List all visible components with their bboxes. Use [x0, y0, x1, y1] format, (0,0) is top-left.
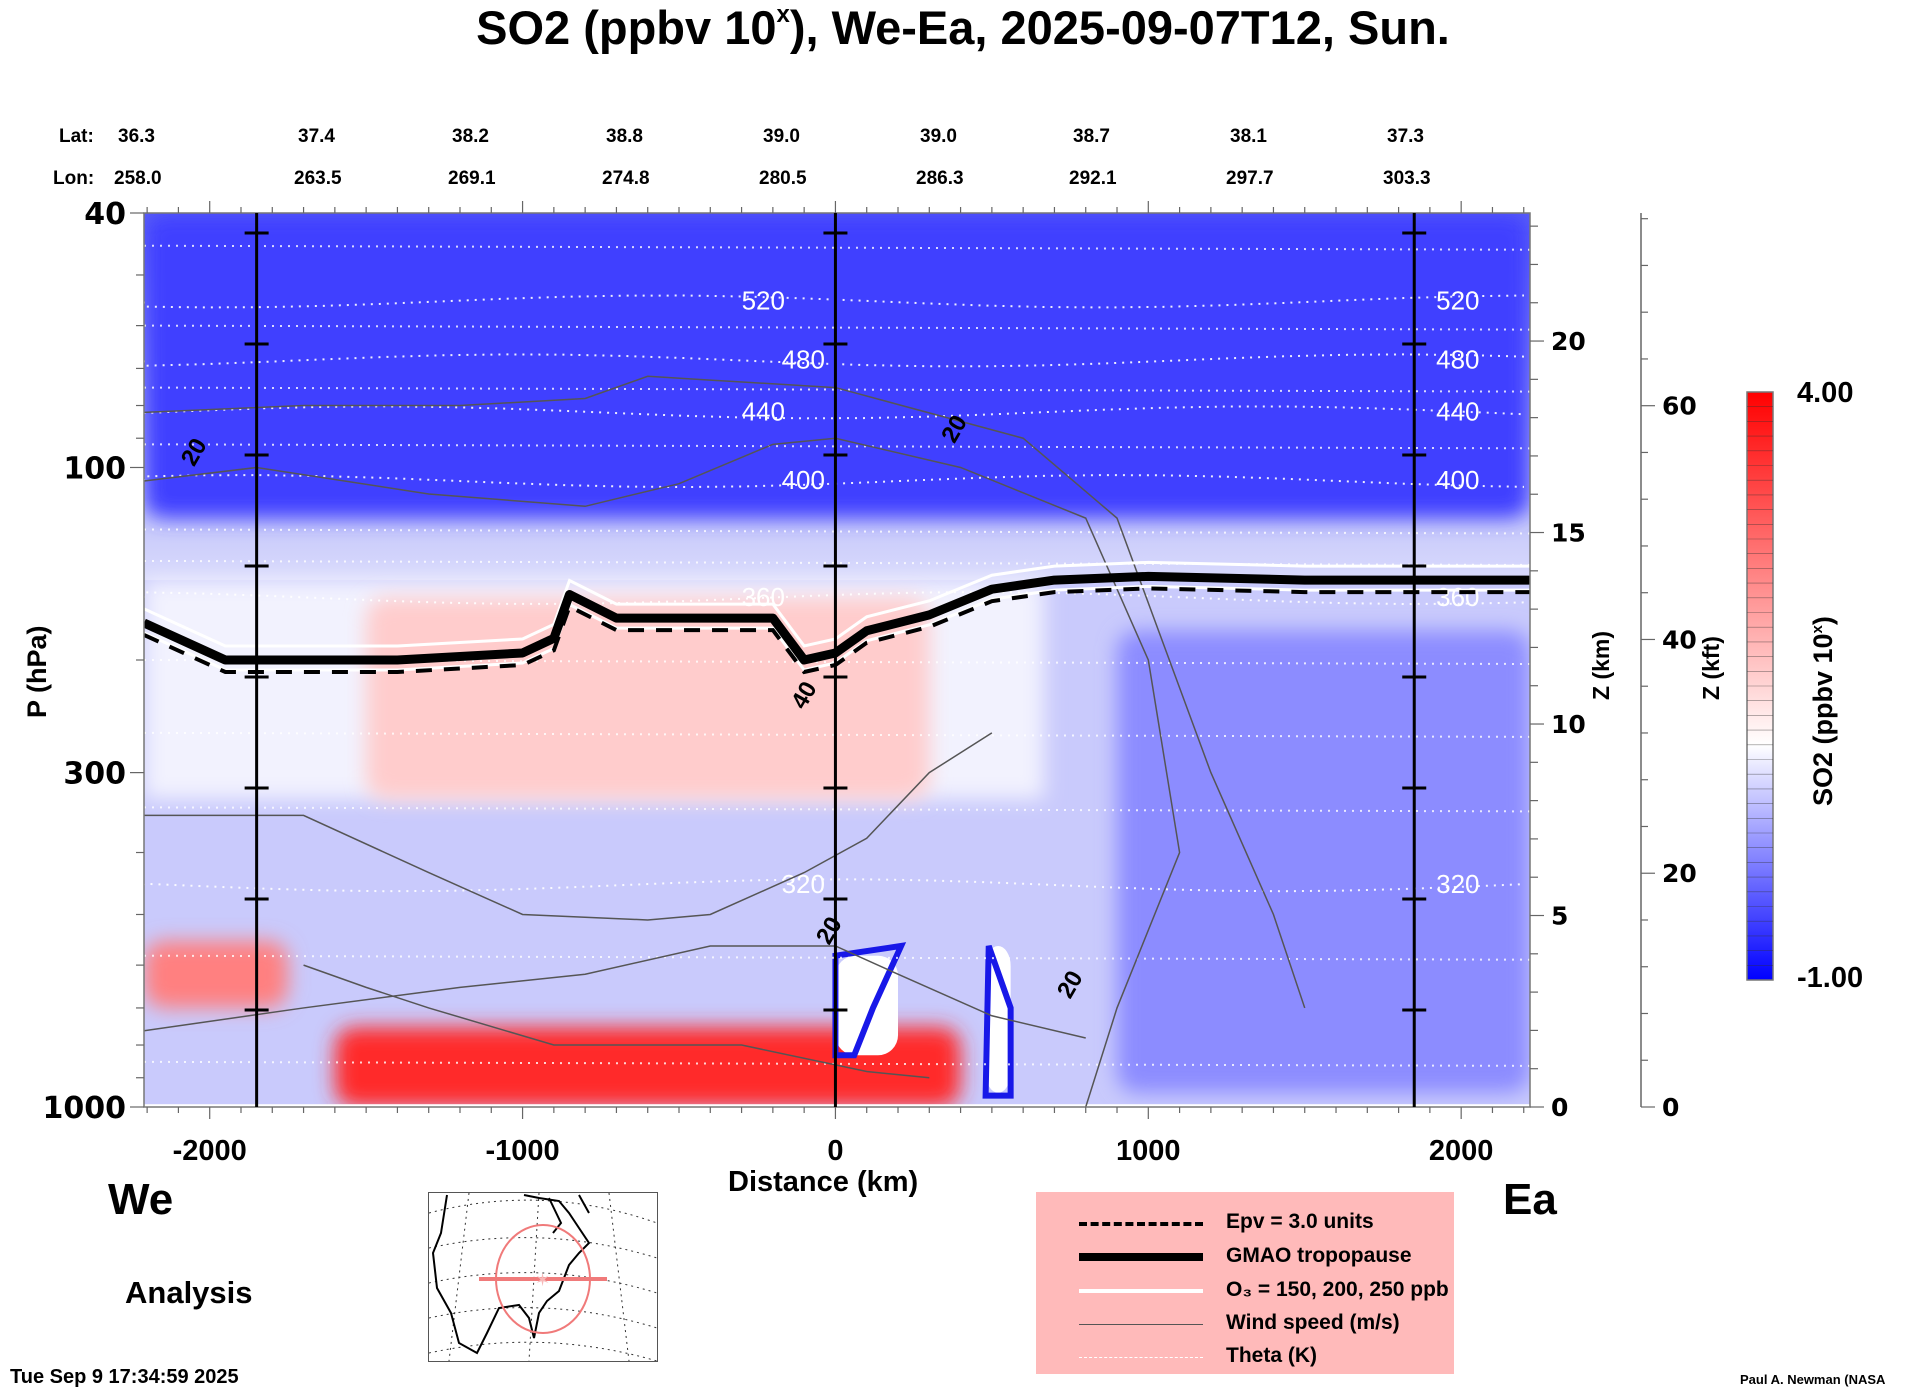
- theta-contour-label: 520: [742, 285, 785, 315]
- theta-contour-label: 480: [1436, 344, 1479, 374]
- lat-value: 36.3: [118, 126, 155, 147]
- theta-contour-label: 360: [1436, 582, 1479, 612]
- theta-contour-label: 440: [1436, 396, 1479, 426]
- z-km-tick-label: 10: [1551, 710, 1586, 739]
- theta-contour: [144, 591, 1525, 605]
- legend-tropopause-swatch: [1079, 1253, 1203, 1261]
- theta-contour-label: 400: [1436, 465, 1479, 495]
- colorbar-min-label: -1.00: [1797, 962, 1864, 994]
- timestamp: Tue Sep 9 17:34:59 2025: [10, 1366, 239, 1388]
- lon-label: Lon:: [53, 168, 95, 189]
- ozone-contour: [144, 560, 1530, 648]
- so2-region: [144, 940, 288, 1008]
- legend-wind-swatch: [1079, 1324, 1203, 1325]
- east-label: Ea: [1503, 1175, 1557, 1224]
- y-tick-label: 1000: [43, 1091, 127, 1126]
- lat-value: 37.3: [1387, 126, 1424, 147]
- lon-value: 292.1: [1069, 168, 1117, 189]
- theta-contour-label: 480: [782, 344, 825, 374]
- lon-value: 297.7: [1226, 168, 1274, 189]
- lat-value: 38.1: [1230, 126, 1267, 147]
- lon-value: 263.5: [294, 168, 342, 189]
- colorbar-title: SO2 (ppbv 10x): [1808, 616, 1838, 806]
- legend-tropopause-label: GMAO tropopause: [1226, 1244, 1412, 1267]
- x-axis-title: Distance (km): [728, 1166, 919, 1198]
- axes: -2000 -1000 0 1000 2000 40 100 300 1000 0 5 10 15 20 0…: [43, 197, 1774, 1167]
- theta-contour-label: 360: [742, 582, 785, 612]
- z-km-tick-label: 15: [1551, 519, 1586, 548]
- z-km-tick-label: 5: [1551, 902, 1568, 931]
- west-label: We: [108, 1175, 174, 1224]
- center-star-icon: ✶: [535, 1270, 550, 1290]
- z-kft-tick-label: 20: [1662, 859, 1697, 888]
- lat-value: 39.0: [920, 126, 957, 147]
- legend-ozone-label: O₃ = 150, 200, 250 ppb: [1226, 1278, 1449, 1301]
- lon-value: 280.5: [759, 168, 807, 189]
- theta-contour-label: 320: [1436, 869, 1479, 899]
- x-tick-label: -2000: [173, 1135, 247, 1167]
- legend-theta-label: Theta (K): [1226, 1344, 1317, 1367]
- lat-label: Lat:: [59, 126, 94, 147]
- legend-wind-label: Wind speed (m/s): [1226, 1311, 1400, 1334]
- lat-value: 38.2: [452, 126, 489, 147]
- chart-title: SO2 (ppbv 10x), We-Ea, 2025-09-07T12, Su…: [476, 1, 1450, 54]
- wind-speed-contour: [144, 375, 1306, 1009]
- below-ground: [144, 1104, 1530, 1107]
- wind-speed-contour: [303, 964, 930, 1079]
- so2-region: [144, 213, 1530, 519]
- lat-value: 39.0: [763, 126, 800, 147]
- so2-feature-group: [144, 213, 1530, 1107]
- z-km-tick-label: 0: [1551, 1093, 1568, 1122]
- theta-contour: [144, 294, 1525, 309]
- z-km-tick-label: 20: [1551, 327, 1586, 356]
- lon-value: 269.1: [448, 168, 496, 189]
- x-tick-label: -1000: [485, 1135, 559, 1167]
- theta-contour-label: 400: [782, 465, 825, 495]
- z-kft-axis-title: Z (kft): [1698, 636, 1724, 700]
- so2-region: [1117, 630, 1530, 1093]
- lon-value: 303.3: [1383, 168, 1431, 189]
- legend-epv-label: Epv = 3.0 units: [1226, 1210, 1374, 1233]
- z-kft-tick-label: 40: [1662, 625, 1697, 654]
- lat-value: 37.4: [298, 126, 335, 147]
- theta-contour: [144, 474, 1525, 489]
- z-km-axis-title: Z (km): [1588, 631, 1614, 700]
- x-tick-label: 1000: [1116, 1135, 1181, 1167]
- wind-speed-contour: [144, 945, 1086, 1039]
- legend-theta-swatch: [1079, 1357, 1203, 1358]
- y-tick-label: 100: [63, 451, 126, 486]
- x-tick-label: 0: [827, 1135, 843, 1167]
- theta-contour-label: 440: [742, 396, 785, 426]
- so2-region: [334, 1027, 961, 1107]
- location-map: ✶: [428, 1192, 658, 1362]
- map-svg: ✶: [429, 1193, 657, 1361]
- lat-value: 38.7: [1073, 126, 1110, 147]
- coastline-icon: [431, 1194, 591, 1355]
- lat-value: 38.8: [606, 126, 643, 147]
- lon-value: 286.3: [916, 168, 964, 189]
- legend-epv-swatch: [1079, 1222, 1203, 1226]
- theta-contour-label: 320: [782, 869, 825, 899]
- tropopause-line: [144, 571, 1530, 665]
- lon-value: 258.0: [114, 168, 162, 189]
- so2-field: [144, 213, 1530, 1107]
- z-kft-tick-label: 0: [1662, 1093, 1679, 1122]
- y-axis-title: P (hPa): [22, 625, 52, 718]
- so2-min-halo: [982, 944, 1014, 1099]
- theta-contour: [144, 353, 1525, 368]
- credit-label: Paul A. Newman (NASA: [1740, 1372, 1886, 1387]
- epv-contour: [144, 586, 1530, 675]
- legend: Epv = 3.0 units GMAO tropopause O₃ = 150…: [1036, 1192, 1454, 1374]
- x-tick-label: 2000: [1429, 1135, 1494, 1167]
- y-tick-label: 300: [63, 757, 126, 792]
- analysis-label: Analysis: [125, 1275, 253, 1310]
- y-tick-label: 40: [84, 197, 126, 232]
- legend-ozone-swatch: [1079, 1289, 1203, 1293]
- colorbar-max-label: 4.00: [1797, 377, 1854, 409]
- wind-speed-contour: [144, 732, 993, 921]
- z-kft-tick-label: 60: [1662, 392, 1697, 421]
- lon-value: 274.8: [602, 168, 650, 189]
- theta-contour-label: 520: [1436, 285, 1479, 315]
